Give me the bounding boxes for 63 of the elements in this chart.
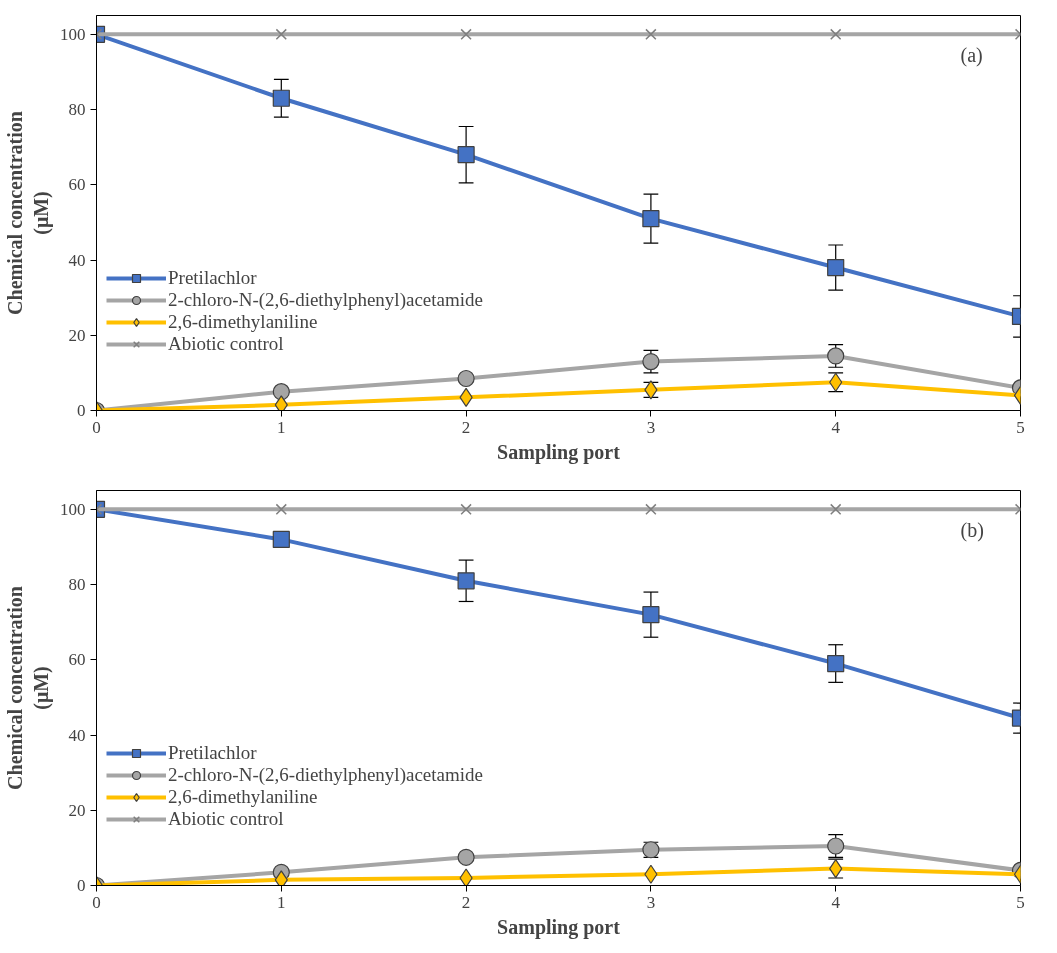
point	[275, 28, 287, 41]
y-tick-label: 0	[77, 876, 86, 895]
legend-label: Pretilachlor	[168, 267, 257, 289]
point	[457, 848, 475, 866]
x-tick-label: 0	[92, 417, 101, 437]
x-tick-label: 1	[277, 892, 286, 912]
y-tick-label: 80	[68, 575, 86, 595]
point	[830, 28, 842, 41]
y-tick-label: 100	[60, 499, 86, 519]
point	[459, 387, 473, 407]
point	[830, 503, 842, 516]
point	[644, 864, 658, 884]
y-tick-label: 20	[68, 325, 86, 345]
point	[274, 870, 288, 886]
y-tick-label: 60	[68, 650, 86, 670]
legend-label: 2,6-dimethylaniline	[168, 311, 318, 333]
legend-label: Abiotic control	[168, 333, 284, 355]
point	[272, 530, 290, 548]
x-tick-label: 2	[461, 892, 471, 912]
point	[460, 503, 472, 516]
point	[275, 503, 287, 516]
legend-label: Abiotic control	[168, 808, 284, 830]
x-tick-label: 2	[461, 417, 471, 437]
legend-label: Pretilachlor	[168, 742, 257, 764]
point	[457, 369, 475, 388]
y-tick-label: 80	[68, 100, 86, 120]
x-tick-label: 5	[1016, 892, 1025, 912]
x-tick-label: 0	[92, 892, 101, 912]
point	[642, 606, 660, 624]
y-tick-label: 100	[60, 24, 86, 44]
y-axis-title: Chemical concentration (μM)	[3, 111, 53, 315]
x-tick-label: 3	[646, 892, 656, 912]
legend-label: 2-chloro-N-(2,6-diethylphenyl)acetamide	[168, 289, 483, 311]
point	[457, 572, 475, 590]
point	[460, 28, 472, 41]
x-tick-label: 5	[1016, 417, 1025, 437]
x-axis-title: Sampling port	[497, 440, 621, 464]
point	[642, 210, 660, 228]
point	[827, 654, 845, 673]
y-tick-label: 0	[77, 401, 86, 420]
y-tick-label: 20	[68, 800, 86, 820]
annotation: (a)	[960, 43, 983, 67]
point	[272, 89, 290, 107]
x-tick-label: 4	[831, 892, 841, 912]
point	[274, 395, 288, 411]
y-tick-label: 60	[68, 175, 86, 195]
point	[642, 353, 660, 371]
annotation: (b)	[960, 518, 984, 542]
y-tick-label: 40	[68, 250, 86, 270]
legend-label: 2,6-dimethylaniline	[168, 786, 318, 808]
point	[272, 383, 290, 401]
x-tick-label: 1	[277, 417, 286, 437]
y-axis-title: Chemical concentration (μM)	[3, 586, 53, 790]
x-axis-title: Sampling port	[497, 915, 621, 939]
legend-label: 2-chloro-N-(2,6-diethylphenyl)acetamide	[168, 764, 483, 786]
point	[645, 503, 657, 516]
x-tick-label: 3	[646, 417, 656, 437]
point	[459, 868, 473, 886]
point	[457, 146, 475, 164]
point	[827, 258, 845, 277]
y-tick-label: 40	[68, 725, 86, 745]
x-tick-label: 4	[831, 417, 841, 437]
point	[645, 28, 657, 41]
